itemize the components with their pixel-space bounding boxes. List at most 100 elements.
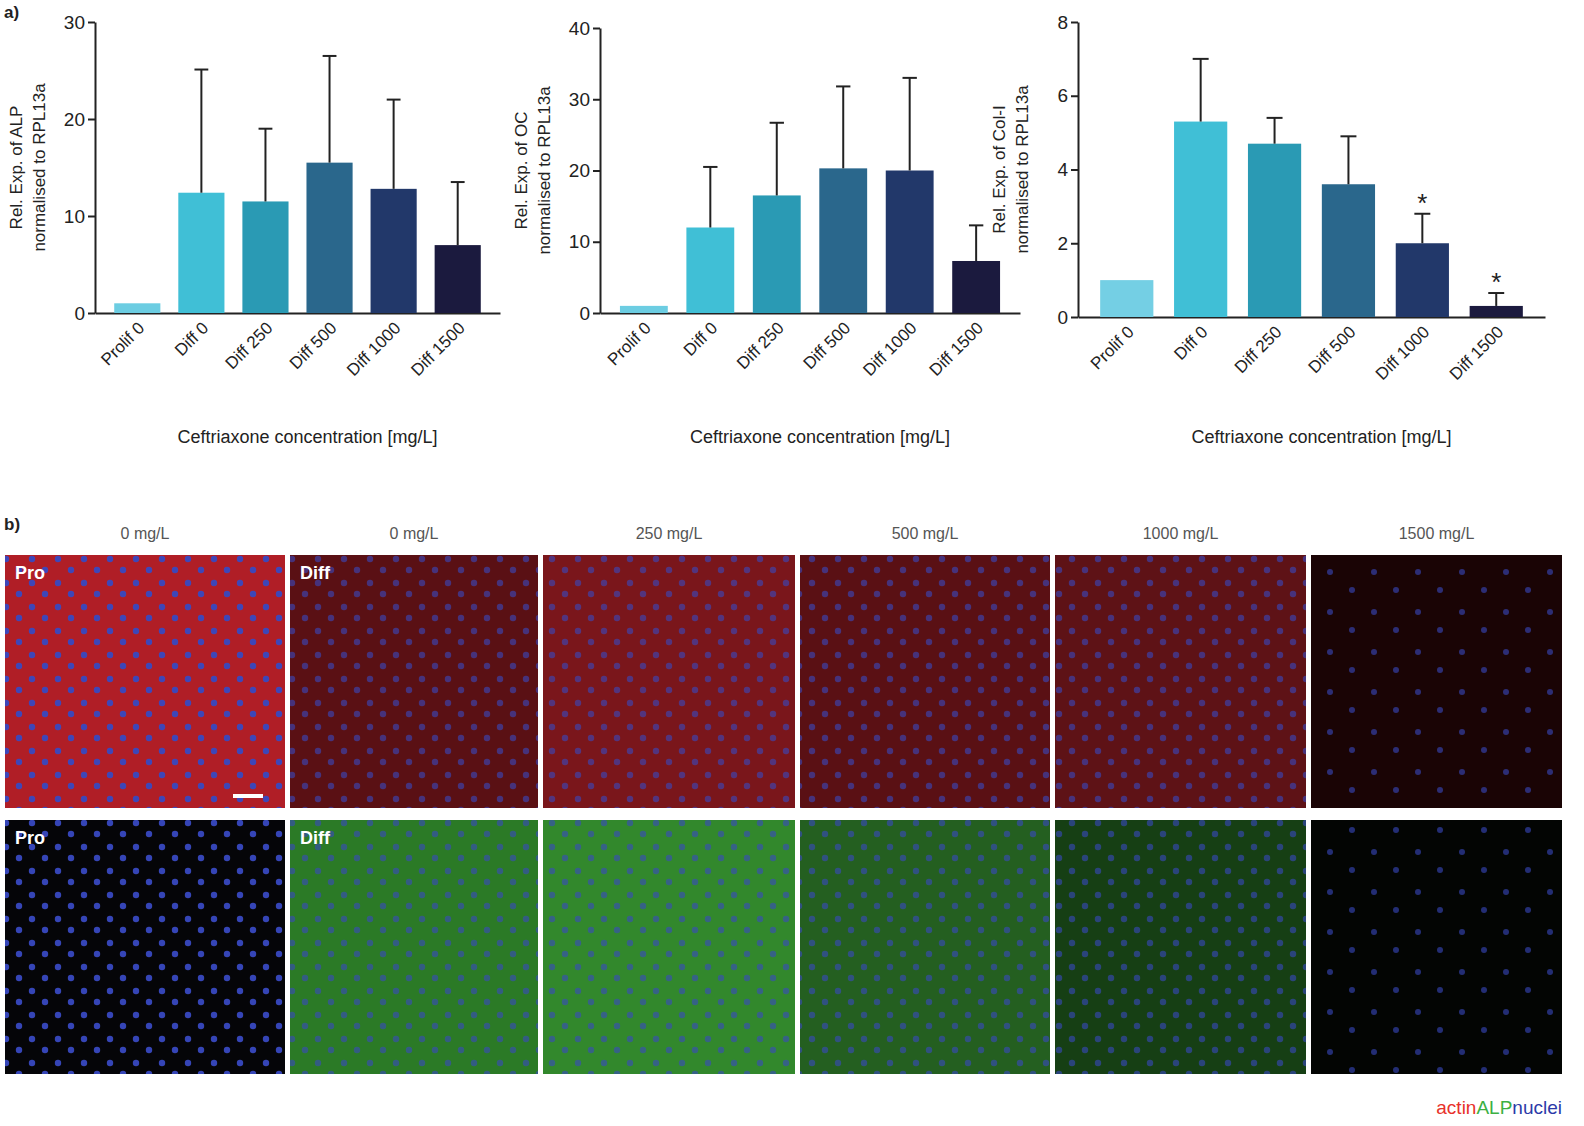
error-bar (1414, 214, 1430, 244)
x-tick: Diff 1500 (926, 313, 987, 380)
legend-entry: nuclei (1512, 1097, 1562, 1118)
y-tick-label: 0 (74, 303, 85, 324)
x-tick-label: Prolif 0 (97, 319, 148, 370)
y-tick-mark (88, 119, 95, 121)
plot-area (114, 56, 481, 313)
error-bar-cap (194, 69, 208, 71)
bar (242, 201, 288, 313)
y-tick-mark (1071, 169, 1078, 171)
micrograph-image (1311, 555, 1562, 808)
micrograph-nuclei (800, 555, 1050, 808)
error-bar-cap (770, 122, 784, 124)
error-bar-stem (393, 100, 395, 189)
y-tick-label: 30 (569, 89, 590, 110)
x-tick-label: Diff 0 (171, 319, 212, 360)
y-tick-mark (1071, 243, 1078, 245)
micrograph-image (1055, 820, 1306, 1074)
error-bar-stem (1421, 214, 1423, 244)
x-tick: Diff 500 (1305, 317, 1360, 377)
x-tick-label: Diff 1000 (859, 319, 920, 380)
error-bar-stem (776, 123, 778, 196)
micrograph-image (543, 820, 795, 1074)
x-tick-label: Diff 0 (680, 319, 721, 360)
bar (1248, 144, 1301, 317)
bar-chart: 010203040Prolif 0Diff 0Diff 250Diff 500D… (512, 18, 1021, 447)
y-tick-mark (88, 22, 95, 24)
error-bar-cap (387, 99, 401, 101)
x-tick-label: Prolif 0 (1087, 323, 1138, 374)
x-tick: Diff 250 (1231, 317, 1286, 377)
micrograph-nuclei (290, 820, 538, 1074)
bar (1470, 306, 1523, 317)
y-tick-label: 10 (569, 231, 590, 252)
bar (686, 228, 734, 314)
plot-area (620, 78, 1000, 313)
y-tick-mark (593, 241, 600, 243)
error-bar (1340, 136, 1356, 184)
error-bar-stem (329, 56, 331, 163)
scale-bar (233, 794, 263, 798)
bar (753, 195, 801, 313)
y-tick-mark (1071, 95, 1078, 97)
error-bar-stem (264, 129, 266, 202)
error-bar-stem (1200, 59, 1202, 122)
micrograph-label: Pro (15, 828, 45, 848)
y-tick-mark (593, 170, 600, 172)
x-tick: Diff 250 (222, 313, 277, 373)
micrograph-nuclei (800, 820, 1050, 1074)
micrograph-nuclei (1311, 555, 1562, 808)
error-bar (323, 56, 337, 163)
x-tick-label: Diff 250 (222, 319, 277, 374)
channel-legend: actinALPnuclei (1436, 1097, 1562, 1118)
y-tick-label: 40 (569, 18, 590, 39)
micrograph (543, 820, 795, 1074)
error-bar-cap (323, 55, 337, 57)
bar-chart: 02468Prolif 0Diff 0Diff 250Diff 500Diff … (990, 12, 1546, 447)
y-axis-title: Rel. Exp. of Col-I (990, 105, 1009, 234)
bar (114, 303, 160, 313)
column-label: 0 mg/L (121, 525, 170, 542)
x-tick: Prolif 0 (1087, 317, 1138, 373)
legend-entry: ALP (1476, 1097, 1512, 1118)
x-tick-label: Diff 250 (1231, 323, 1286, 378)
x-tick-label: Diff 1500 (407, 319, 468, 380)
error-bar-stem (1274, 118, 1276, 144)
y-tick-label: 20 (64, 109, 85, 130)
y-tick: 2 (1057, 233, 1078, 254)
error-bar (903, 78, 917, 171)
y-tick-label: 10 (64, 206, 85, 227)
error-bar-cap (259, 128, 273, 130)
micrograph (1055, 820, 1306, 1074)
bar (435, 245, 481, 313)
error-bar-stem (975, 225, 977, 261)
micrograph-image (1311, 820, 1562, 1074)
error-bar-stem (1347, 136, 1349, 184)
y-tick: 4 (1057, 159, 1078, 180)
micrograph-label: Pro (15, 563, 45, 583)
x-tick-label: Diff 500 (286, 319, 341, 374)
micrograph: Diff (290, 555, 538, 808)
background (0, 0, 1584, 1126)
bar (178, 193, 224, 313)
bar (952, 261, 1000, 313)
x-tick-label: Diff 1000 (343, 319, 404, 380)
x-tick: Diff 1000 (1372, 317, 1433, 384)
micrograph-image (543, 555, 795, 808)
bar (1322, 184, 1375, 317)
y-tick-mark (1071, 22, 1078, 24)
column-label: 0 mg/L (390, 525, 439, 542)
error-bar (1267, 118, 1283, 144)
y-tick-label: 30 (64, 12, 85, 33)
y-tick: 8 (1057, 12, 1078, 33)
x-tick: Diff 1500 (407, 313, 468, 380)
figure: a)0102030Prolif 0Diff 0Diff 250Diff 500D… (0, 0, 1584, 1126)
micrograph-image (1055, 555, 1306, 808)
column-label: 250 mg/L (636, 525, 703, 542)
error-bar (1193, 59, 1209, 122)
error-bar-cap (451, 181, 465, 183)
column-label: 1000 mg/L (1143, 525, 1219, 542)
x-tick: Prolif 0 (604, 313, 655, 369)
bar (620, 306, 668, 313)
x-axis: Prolif 0Diff 0Diff 250Diff 500Diff 1000D… (1079, 317, 1546, 384)
micrograph-image (800, 555, 1050, 808)
